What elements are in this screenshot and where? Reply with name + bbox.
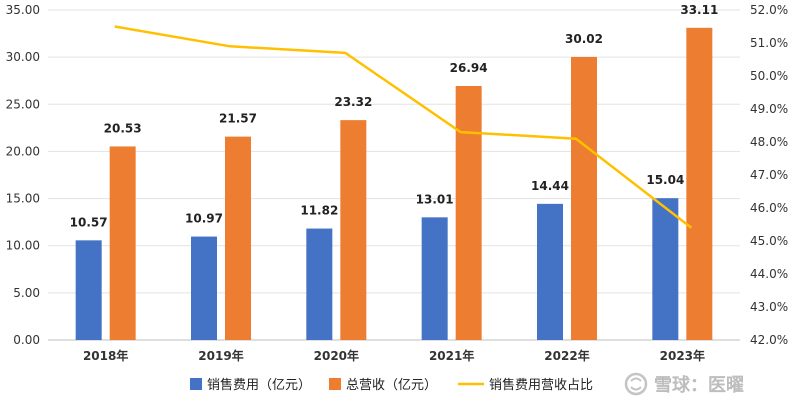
sales-expense-label: 13.01 — [416, 192, 454, 206]
right-axis: 42.0% 43.0% 44.0% 45.0% 46.0% 47.0% 48.0% 49.0%… — [750, 3, 788, 347]
revenue-bar — [686, 27, 713, 340]
sales-expense-label: 11.82 — [300, 204, 338, 218]
sales-expense-bar — [191, 236, 217, 340]
legend-item: 销售费用（亿元） — [190, 377, 311, 393]
revenue-bar — [225, 136, 251, 340]
bars: 10.57 20.53 10.97 21.57 11.82 23.32 13.01 26.94… — [70, 3, 718, 340]
sales-expense-label: 10.57 — [70, 215, 108, 229]
legend-swatch — [329, 378, 341, 390]
snowball-logo-icon — [624, 372, 648, 396]
right-tick-label: 52.0% — [750, 3, 788, 17]
x-tick-label: 2019年 — [198, 348, 243, 363]
legend-item: 销售费用营收占比 — [458, 377, 593, 393]
revenue-label: 21.57 — [219, 112, 257, 126]
right-tick-label: 43.0% — [750, 300, 788, 314]
revenue-label: 30.02 — [565, 32, 603, 46]
x-tick-label: 2021年 — [429, 348, 474, 363]
left-tick-label: 10.00 — [6, 239, 40, 253]
left-tick-label: 15.00 — [6, 192, 40, 206]
left-tick-label: 25.00 — [6, 97, 40, 111]
right-tick-label: 47.0% — [750, 168, 788, 182]
sales-expense-bar — [421, 217, 448, 340]
revenue-label: 23.32 — [334, 95, 372, 109]
left-tick-label: 0.00 — [13, 333, 40, 347]
legend-item: 总营收（亿元） — [329, 378, 437, 393]
sales-expense-bar — [537, 203, 563, 340]
grid-lines — [48, 9, 740, 341]
legend-swatch — [190, 378, 202, 390]
sales-expense-label: 14.44 — [531, 179, 569, 193]
right-tick-label: 49.0% — [750, 102, 788, 116]
left-axis: 0.00 5.00 10.00 15.00 20.00 25.00 30.00 35.00 — [6, 3, 40, 347]
left-tick-label: 5.00 — [13, 286, 40, 300]
x-tick-label: 2022年 — [544, 348, 589, 363]
revenue-bar — [455, 85, 482, 340]
watermark: 雪球：医曜 — [624, 372, 744, 396]
legend-label: 销售费用（亿元） — [207, 377, 311, 393]
legend-label: 销售费用营收占比 — [489, 377, 593, 393]
revenue-label: 26.94 — [450, 61, 488, 75]
left-tick-label: 30.00 — [6, 50, 40, 64]
right-tick-label: 45.0% — [750, 234, 788, 248]
sales-expense-bar — [652, 198, 679, 340]
right-tick-label: 46.0% — [750, 201, 788, 215]
right-tick-label: 50.0% — [750, 69, 788, 83]
revenue-bar — [571, 56, 597, 340]
watermark-text: 雪球：医曜 — [654, 375, 744, 396]
sales-expense-label: 10.97 — [185, 212, 223, 226]
revenue-label: 33.11 — [680, 3, 718, 17]
x-tick-label: 2023年 — [660, 348, 705, 363]
right-tick-label: 51.0% — [750, 36, 788, 50]
revenue-bar — [340, 120, 367, 340]
x-axis: 2018年 2019年 2020年 2021年 2022年 2023年 — [83, 348, 705, 363]
right-tick-label: 44.0% — [750, 267, 788, 281]
x-tick-label: 2020年 — [314, 348, 359, 363]
revenue-label: 20.53 — [104, 121, 142, 135]
x-tick-label: 2018年 — [83, 348, 128, 363]
sales-expense-bar — [75, 240, 102, 340]
right-tick-label: 48.0% — [750, 135, 788, 149]
ratio-line — [114, 25, 693, 229]
right-tick-label: 42.0% — [750, 333, 788, 347]
sales-expense-label: 15.04 — [646, 173, 684, 187]
legend-label: 总营收（亿元） — [346, 378, 437, 393]
sales-expense-bar — [306, 228, 333, 340]
ratio-line-path — [114, 25, 693, 229]
left-tick-label: 35.00 — [6, 3, 40, 17]
left-tick-label: 20.00 — [6, 144, 40, 158]
revenue-bar — [109, 146, 136, 340]
legend: 销售费用（亿元） 总营收（亿元） 销售费用营收占比 — [190, 377, 593, 393]
